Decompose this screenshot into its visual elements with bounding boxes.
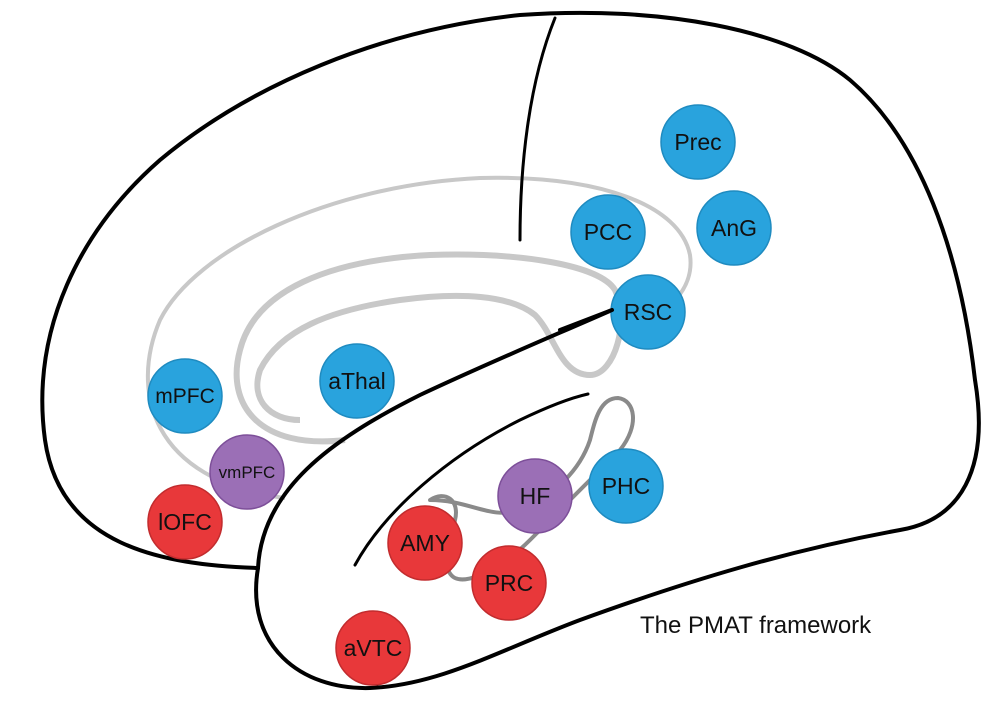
region-ang: AnG bbox=[696, 190, 772, 266]
rsc-label: RSC bbox=[624, 299, 673, 325]
corpus-callosum-band bbox=[233, 251, 624, 445]
temporal-boundary-tip bbox=[558, 308, 614, 332]
region-pcc: PCC bbox=[570, 194, 646, 270]
phc-label: PHC bbox=[602, 473, 651, 499]
region-vmpfc: vmPFC bbox=[209, 434, 285, 510]
region-mpfc: mPFC bbox=[147, 358, 223, 434]
region-phc: PHC bbox=[588, 448, 664, 524]
region-prc: PRC bbox=[471, 545, 547, 621]
phc-node bbox=[588, 448, 664, 524]
pcc-node bbox=[570, 194, 646, 270]
region-avtc: aVTC bbox=[335, 610, 411, 686]
avtc-node bbox=[335, 610, 411, 686]
lofc-node bbox=[147, 484, 223, 560]
hf-label: HF bbox=[520, 483, 551, 509]
region-hf: HF bbox=[497, 458, 573, 534]
figure-caption: The PMAT framework bbox=[640, 612, 872, 639]
mpfc-node bbox=[147, 358, 223, 434]
prec-label: Prec bbox=[674, 129, 721, 155]
region-rsc: RSC bbox=[610, 274, 686, 350]
hf-node bbox=[497, 458, 573, 534]
brain-outline bbox=[40, 10, 981, 691]
region-athal: aThal bbox=[319, 343, 395, 419]
prc-node bbox=[471, 545, 547, 621]
athal-node bbox=[319, 343, 395, 419]
vmpfc-label: vmPFC bbox=[219, 463, 276, 482]
region-lofc: lOFC bbox=[147, 484, 223, 560]
ang-node bbox=[696, 190, 772, 266]
prec-node bbox=[660, 104, 736, 180]
mpfc-label: mPFC bbox=[155, 385, 215, 408]
region-amy: AMY bbox=[387, 505, 463, 581]
avtc-label: aVTC bbox=[344, 635, 403, 661]
prc-label: PRC bbox=[485, 570, 534, 596]
amy-label: AMY bbox=[400, 530, 450, 556]
vmpfc-node bbox=[209, 434, 285, 510]
temporal-boundary bbox=[256, 308, 614, 570]
lofc-label: lOFC bbox=[158, 509, 212, 535]
athal-label: aThal bbox=[328, 368, 386, 394]
pcc-label: PCC bbox=[584, 219, 633, 245]
amy-node bbox=[387, 505, 463, 581]
central-sulcus bbox=[518, 16, 557, 242]
region-prec: Prec bbox=[660, 104, 736, 180]
ang-label: AnG bbox=[711, 215, 757, 241]
temporal-sulcus bbox=[353, 392, 590, 567]
